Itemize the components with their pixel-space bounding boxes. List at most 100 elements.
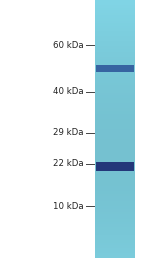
Text: 60 kDa: 60 kDa (53, 41, 83, 50)
Bar (95, 121, 135, 124)
Bar (95, 31, 135, 34)
Bar (95, 129, 135, 132)
Bar (95, 175, 135, 178)
Bar (95, 8, 135, 10)
Bar (95, 219, 135, 222)
Bar (95, 191, 135, 194)
Bar (95, 67, 135, 70)
Bar (95, 39, 135, 41)
Bar (95, 101, 135, 103)
Bar (95, 152, 135, 155)
Bar (95, 232, 135, 235)
Bar (95, 126, 135, 129)
Bar (95, 119, 135, 121)
Bar (95, 111, 135, 114)
Bar (95, 248, 135, 250)
Text: 29 kDa: 29 kDa (53, 128, 83, 137)
Bar (95, 90, 135, 93)
Bar (95, 10, 135, 13)
Bar (95, 57, 135, 59)
Bar (95, 85, 135, 88)
Bar (95, 201, 135, 204)
Bar (95, 178, 135, 181)
Bar (95, 235, 135, 237)
Bar (95, 98, 135, 101)
Bar (95, 186, 135, 188)
Bar (95, 114, 135, 116)
Bar (95, 28, 135, 31)
Bar (95, 49, 135, 52)
Bar (95, 144, 135, 147)
Bar (95, 245, 135, 248)
Bar (95, 64, 135, 67)
Text: 22 kDa: 22 kDa (53, 159, 83, 168)
Bar (95, 83, 135, 85)
Bar (95, 13, 135, 15)
Bar (95, 196, 135, 199)
Bar (95, 165, 135, 168)
Bar (95, 93, 135, 95)
Bar (95, 199, 135, 201)
Bar (95, 134, 135, 137)
Bar (95, 212, 135, 214)
Bar (95, 181, 135, 183)
Bar (95, 52, 135, 54)
Text: 40 kDa: 40 kDa (53, 87, 83, 96)
Bar (95, 75, 135, 77)
Bar (96, 64, 134, 72)
Bar (95, 88, 135, 90)
Bar (95, 77, 135, 80)
Bar (95, 103, 135, 106)
Bar (95, 206, 135, 209)
Bar (95, 139, 135, 142)
Bar (95, 214, 135, 217)
Bar (95, 222, 135, 224)
Bar (95, 124, 135, 126)
Bar (95, 250, 135, 253)
Bar (95, 26, 135, 28)
Bar (95, 95, 135, 98)
Bar (95, 132, 135, 134)
Bar (95, 41, 135, 44)
Bar (95, 21, 135, 23)
Bar (95, 116, 135, 119)
Bar (95, 157, 135, 160)
Bar (95, 168, 135, 170)
Bar (95, 217, 135, 219)
Bar (95, 243, 135, 245)
Bar (95, 170, 135, 173)
Bar (95, 80, 135, 83)
Bar (95, 106, 135, 108)
Bar (95, 183, 135, 186)
Bar (95, 34, 135, 36)
Bar (95, 15, 135, 18)
Bar (95, 54, 135, 57)
Bar (95, 163, 135, 165)
Bar (95, 224, 135, 227)
Bar (95, 155, 135, 157)
Bar (95, 173, 135, 175)
Bar (95, 137, 135, 139)
Bar (95, 59, 135, 62)
Bar (95, 18, 135, 21)
Bar (95, 230, 135, 232)
Bar (95, 204, 135, 206)
Bar (95, 70, 135, 72)
Bar (95, 160, 135, 163)
Bar (95, 255, 135, 258)
Bar (95, 209, 135, 212)
Bar (95, 108, 135, 111)
Bar (95, 227, 135, 230)
Bar (95, 194, 135, 196)
Bar (95, 0, 135, 3)
Bar (95, 147, 135, 150)
Bar (95, 46, 135, 49)
Bar (95, 36, 135, 39)
Bar (96, 162, 134, 171)
Bar (95, 44, 135, 46)
Bar (95, 253, 135, 255)
Bar (95, 3, 135, 5)
Text: 10 kDa: 10 kDa (53, 202, 83, 211)
Bar (95, 62, 135, 64)
Bar (95, 72, 135, 75)
